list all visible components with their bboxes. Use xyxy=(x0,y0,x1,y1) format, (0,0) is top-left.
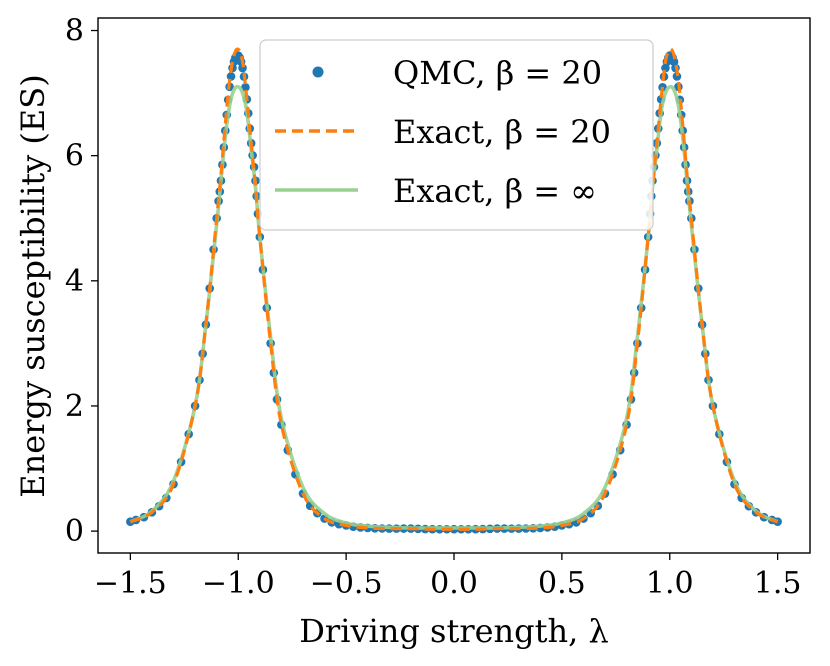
x-tick-label: −0.5 xyxy=(310,566,383,601)
x-tick-label: 0.5 xyxy=(538,566,586,601)
y-tick-label: 2 xyxy=(65,389,84,424)
x-axis-label: Driving strength, λ xyxy=(299,612,608,650)
qmc-point xyxy=(241,82,250,92)
y-tick-label: 0 xyxy=(65,514,84,549)
legend-label-exact-betainf: Exact, β = ∞ xyxy=(393,172,597,210)
qmc-point xyxy=(226,72,236,81)
legend-marker-qmc xyxy=(312,66,324,78)
x-tick-label: −1.5 xyxy=(94,566,167,601)
legend-label-qmc: QMC, β = 20 xyxy=(393,54,602,92)
x-axis-ticks: −1.5 −1.0 −0.5 0.0 0.5 1.0 1.5 xyxy=(94,553,802,601)
x-tick-label: −1.0 xyxy=(202,566,275,601)
legend-label-exact-beta20: Exact, β = 20 xyxy=(393,113,611,151)
x-tick-label: 0.0 xyxy=(430,566,478,601)
legend: QMC, β = 20 Exact, β = 20 Exact, β = ∞ xyxy=(259,39,654,231)
y-axis-label: Energy susceptibility (ES) xyxy=(14,74,52,497)
legend-box xyxy=(259,39,654,231)
y-tick-label: 4 xyxy=(65,264,84,299)
exact-beta20-line xyxy=(129,47,779,531)
x-tick-label: 1.0 xyxy=(646,566,694,601)
y-axis-ticks: 0 2 4 6 8 xyxy=(65,14,98,549)
exact-beta-inf-line xyxy=(129,84,779,530)
x-tick-label: 1.5 xyxy=(754,566,802,601)
y-tick-label: 8 xyxy=(65,14,84,49)
y-tick-label: 6 xyxy=(65,139,84,174)
